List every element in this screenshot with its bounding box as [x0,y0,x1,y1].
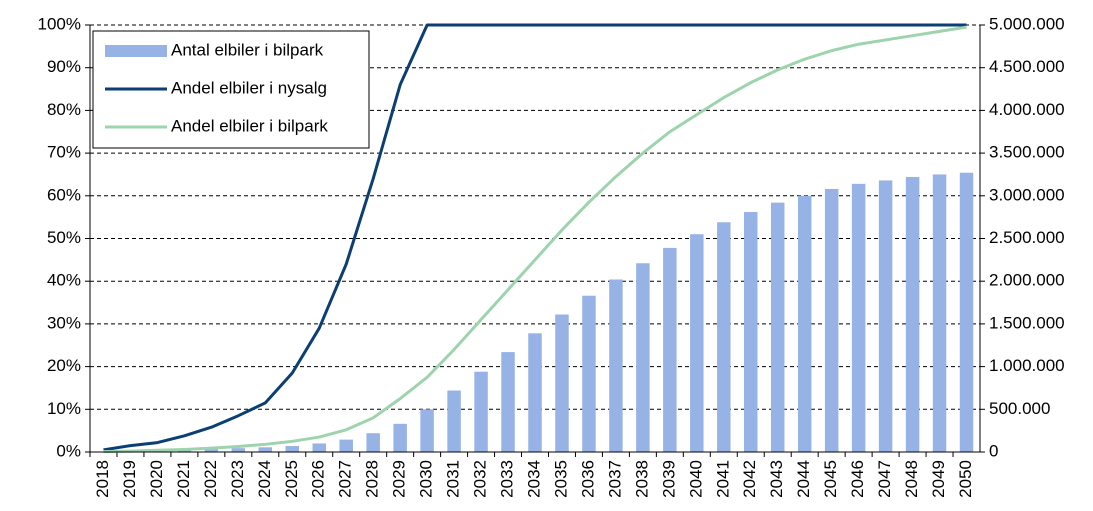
bar [797,195,812,453]
legend: Antal elbiler i bilpark Andel elbiler i n… [92,30,370,149]
bar [905,177,920,452]
y2-tick-label: 4.500.000 [989,57,1065,76]
bar [770,202,785,452]
x-tick-label: 2031 [444,460,463,498]
bar [959,172,974,452]
bar [312,443,326,452]
x-tick-label: 2018 [93,460,112,498]
x-tick-label: 2035 [551,460,570,498]
bar [582,295,596,452]
bar [824,188,839,452]
y2-tick-label: 2.500.000 [989,228,1065,247]
x-tick-label: 2019 [120,460,139,498]
x-tick-label: 2025 [282,460,301,498]
x-tick-label: 2030 [417,460,436,498]
x-tick-label: 2044 [794,460,813,498]
x-tick-label: 2029 [390,460,409,498]
y2-tick-label: 5.000.000 [989,14,1065,33]
y-tick-label: 0% [56,441,81,460]
y2-tick-label: 500.000 [989,399,1050,418]
x-tick-label: 2041 [713,460,732,498]
bar [878,180,893,453]
y-tick-label: 90% [47,57,81,76]
bar [393,423,407,452]
legend-label: Andel elbiler i nysalg [171,78,327,97]
bar [447,390,461,452]
x-tick-label: 2038 [632,460,651,498]
x-tick-label: 2023 [228,460,247,498]
y-tick-label: 40% [47,271,81,290]
bar [474,371,488,452]
bar [231,448,246,452]
y-tick-label: 60% [47,185,81,204]
x-tick-label: 2034 [524,460,543,498]
bar [717,222,731,452]
x-tick-label: 2020 [147,460,166,498]
y-tick-label: 100% [38,14,81,33]
y-tick-label: 70% [47,143,81,162]
x-tick-label: 2050 [956,460,975,498]
y2-tick-label: 3.500.000 [989,143,1065,162]
y-tick-label: 30% [47,313,81,332]
legend-label: Andel elbiler i bilpark [171,116,328,135]
x-tick-label: 2037 [605,460,624,498]
x-tick-label: 2046 [848,460,867,498]
bar [609,279,623,452]
x-tick-label: 2026 [309,460,328,498]
y-tick-label: 50% [47,228,81,247]
bar [366,433,380,452]
bar [204,449,219,452]
bar [555,314,569,452]
x-tick-label: 2032 [471,460,490,498]
y2-tick-label: 1.500.000 [989,313,1065,332]
y2-tick-label: 3.000.000 [989,185,1065,204]
y2-tick-label: 0 [989,441,998,460]
x-tick-label: 2040 [686,460,705,498]
bar [851,183,866,452]
x-tick-label: 2042 [740,460,759,498]
bar [339,439,353,452]
bar [663,247,677,452]
line [103,23,967,452]
bar [636,263,650,452]
x-tick-label: 2021 [174,460,193,498]
x-tick-label: 2027 [336,460,355,498]
x-tick-label: 2024 [255,460,274,498]
bar [528,333,542,452]
bar [744,212,758,452]
x-tick-label: 2033 [498,460,517,498]
bar [932,174,947,452]
x-tick-label: 2043 [767,460,786,498]
bar [690,234,704,452]
y2-tick-label: 1.000.000 [989,356,1065,375]
x-tick-label: 2022 [201,460,220,498]
y2-tick-label: 2.000.000 [989,271,1065,290]
y2-tick-label: 4.000.000 [989,100,1065,119]
bar [285,446,300,452]
legend-label: Antal elbiler i bilpark [171,40,324,59]
y-tick-label: 10% [47,399,81,418]
x-tick-label: 2045 [821,460,840,498]
bar [258,447,273,452]
bar [420,409,434,452]
x-tick-label: 2039 [659,460,678,498]
x-tick-label: 2028 [363,460,382,498]
y-tick-label: 20% [47,356,81,375]
legend-swatch [105,45,167,57]
x-tick-label: 2048 [902,460,921,498]
line [103,25,967,454]
y-tick-label: 80% [47,100,81,119]
x-tick-label: 2049 [929,460,948,498]
x-tick-label: 2047 [875,460,894,498]
bar [501,352,515,452]
x-tick-label: 2036 [578,460,597,498]
